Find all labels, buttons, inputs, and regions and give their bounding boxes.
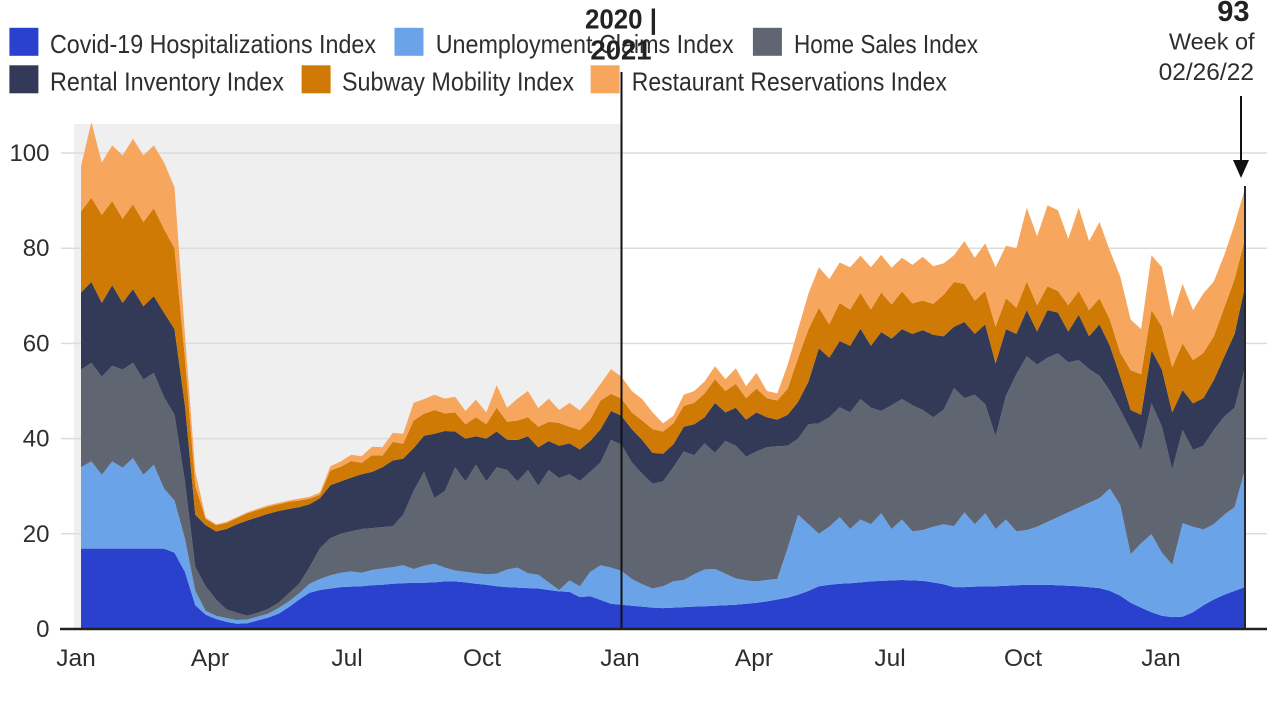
svg-text:Rental Inventory Index: Rental Inventory Index (50, 66, 284, 96)
svg-text:Unemployment Claims Index: Unemployment Claims Index (436, 29, 734, 59)
svg-text:Oct: Oct (463, 645, 501, 672)
svg-text:Jan: Jan (600, 645, 640, 672)
svg-text:Subway Mobility Index: Subway Mobility Index (342, 66, 574, 96)
svg-text:Restaurant Reservations Index: Restaurant Reservations Index (632, 66, 947, 96)
svg-text:Jul: Jul (874, 645, 905, 672)
svg-text:Oct: Oct (1004, 645, 1042, 672)
svg-text:80: 80 (23, 235, 50, 262)
svg-text:40: 40 (23, 426, 50, 453)
svg-text:2020 |: 2020 | (585, 3, 657, 34)
svg-text:Apr: Apr (191, 645, 229, 672)
svg-text:20: 20 (23, 521, 50, 548)
svg-text:Jan: Jan (1141, 645, 1181, 672)
svg-text:2021: 2021 (590, 35, 651, 66)
svg-text:Jan: Jan (56, 645, 96, 672)
svg-text:0: 0 (36, 616, 49, 643)
svg-text:Covid-19 Hospitalizations Inde: Covid-19 Hospitalizations Index (50, 29, 376, 59)
svg-text:02/26/22: 02/26/22 (1159, 59, 1254, 86)
svg-text:100: 100 (9, 140, 49, 167)
svg-text:93: 93 (1217, 0, 1249, 28)
svg-text:Home Sales Index: Home Sales Index (794, 29, 978, 59)
svg-text:60: 60 (23, 330, 50, 357)
svg-text:Week of: Week of (1169, 29, 1255, 55)
svg-text:Apr: Apr (735, 645, 773, 672)
svg-text:Jul: Jul (331, 645, 362, 672)
